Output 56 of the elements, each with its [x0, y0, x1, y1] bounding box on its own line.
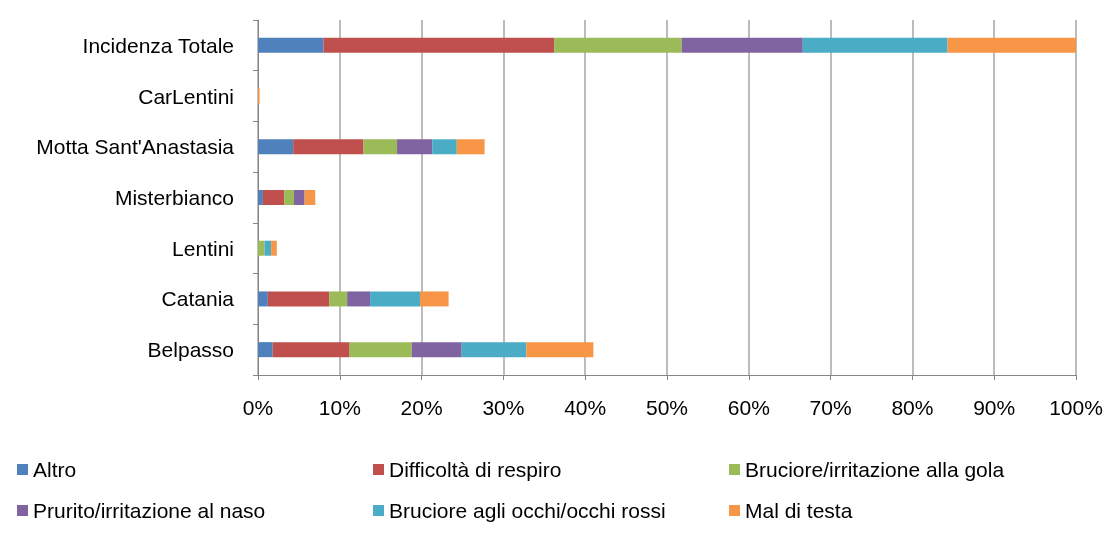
- legend-label: Altro: [33, 458, 77, 481]
- bar: [258, 342, 273, 358]
- legend-label: Bruciore agli occhi/occhi rossi: [389, 499, 666, 522]
- bar: [323, 37, 555, 53]
- bar: [293, 190, 305, 205]
- y-tick-label: Belpasso: [147, 338, 234, 362]
- bar: [554, 37, 682, 53]
- bar: [432, 139, 457, 155]
- bar: [681, 37, 803, 53]
- bar: [258, 190, 263, 205]
- bar: [284, 190, 294, 205]
- x-tick-label: 60%: [727, 396, 770, 419]
- legend-label: Prurito/irritazione al naso: [33, 499, 266, 522]
- bar: [802, 37, 948, 53]
- y-tick-label: Misterbianco: [114, 186, 234, 209]
- bar: [370, 291, 420, 307]
- x-tick-label: 70%: [809, 396, 852, 419]
- legend-label: Difficoltà di respiro: [389, 458, 562, 481]
- x-tick-label: 10%: [318, 396, 361, 419]
- legend-label: Mal di testa: [745, 499, 853, 522]
- x-tick-label: 100%: [1049, 396, 1103, 419]
- bar: [397, 139, 433, 155]
- x-tick-label: 0%: [242, 396, 274, 419]
- bar: [304, 190, 316, 205]
- x-tick-label: 40%: [564, 396, 607, 419]
- bar: [271, 240, 277, 256]
- bar: [349, 342, 412, 358]
- y-tick-label: Incidenza Totale: [82, 33, 234, 57]
- bar: [947, 37, 1076, 53]
- bar: [272, 342, 350, 358]
- bar: [264, 240, 272, 256]
- bar: [456, 139, 485, 155]
- bar: [258, 291, 268, 307]
- bar: [526, 342, 594, 358]
- bar: [258, 139, 294, 155]
- bar: [293, 139, 364, 155]
- y-tick-label: Catania: [161, 287, 235, 311]
- bar: [258, 240, 265, 256]
- y-tick-label: CarLentini: [138, 84, 234, 108]
- y-tick-label: Lentini: [172, 236, 234, 260]
- bar: [329, 291, 348, 307]
- bar: [419, 291, 449, 307]
- bar: [258, 37, 324, 53]
- bar: [461, 342, 527, 358]
- legend-label: Bruciore/irritazione alla gola: [745, 458, 1005, 481]
- bar: [262, 190, 285, 205]
- x-tick-label: 90%: [973, 396, 1016, 419]
- x-tick-label: 80%: [891, 396, 934, 419]
- y-tick-label: Motta Sant'Anastasia: [36, 135, 235, 159]
- x-tick-label: 30%: [482, 396, 525, 419]
- x-tick-label: 50%: [645, 396, 689, 419]
- bar: [347, 291, 371, 307]
- bar: [267, 291, 330, 307]
- x-tick-label: 20%: [400, 396, 443, 419]
- bar: [363, 139, 398, 155]
- bar: [411, 342, 462, 358]
